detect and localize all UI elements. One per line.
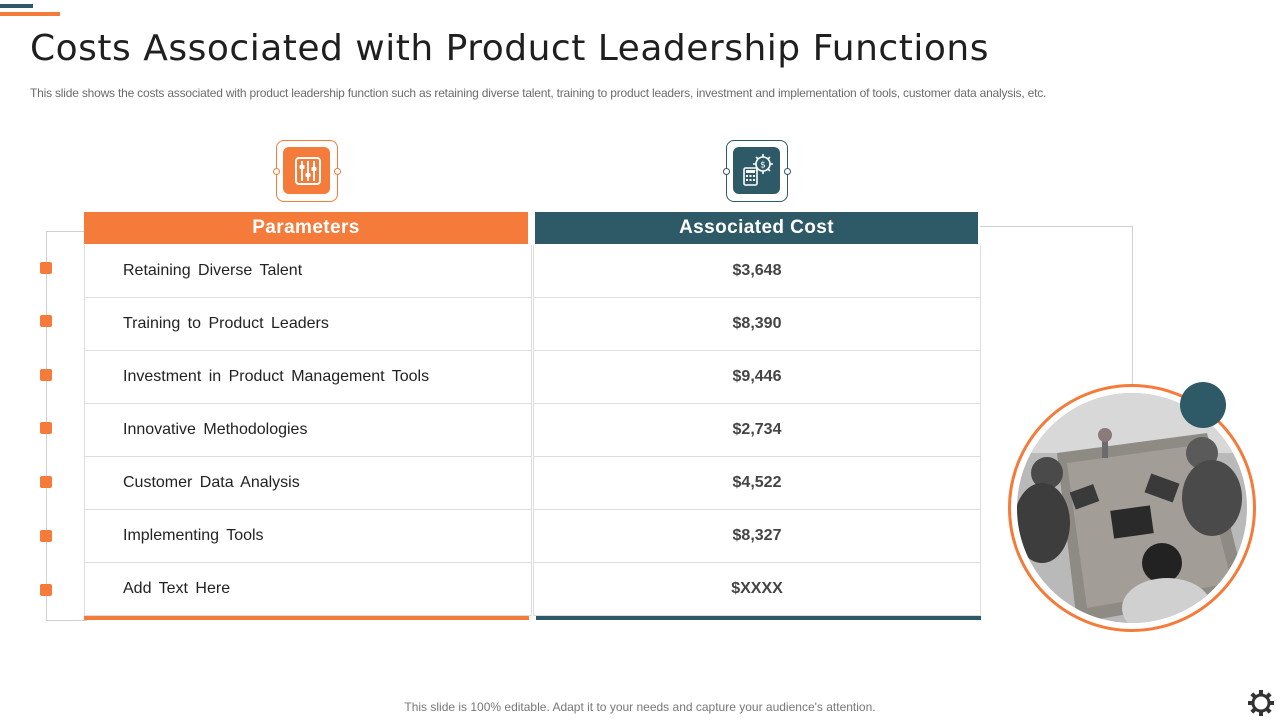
table-row-parameter: Innovative Methodologies [84, 404, 532, 457]
sliders-icon [295, 157, 321, 185]
row-bullet [40, 315, 52, 327]
table-row-cost: $9,446 [533, 351, 981, 404]
table-row-parameter: Customer Data Analysis [84, 457, 532, 510]
team-photo-frame [1008, 384, 1256, 632]
cost-cell: $9,446 [732, 368, 782, 385]
table-frame-left [46, 231, 87, 621]
row-bullet [40, 422, 52, 434]
gear-icon[interactable] [1246, 688, 1276, 718]
parameter-cell: Customer Data Analysis [123, 474, 300, 491]
row-bullet [40, 369, 52, 381]
table-row-parameter: Implementing Tools [84, 510, 532, 563]
row-bullet [40, 584, 52, 596]
cost-icon-box: $ [723, 140, 791, 202]
decorative-teal-circle [1180, 382, 1226, 428]
corner-accent-teal [0, 4, 33, 8]
parameters-icon-box [273, 140, 341, 202]
parameters-header: Parameters [84, 212, 528, 244]
table-row-parameter: Add Text Here [84, 563, 532, 616]
table-row-cost: $4,522 [533, 457, 981, 510]
table-row-cost: $8,390 [533, 298, 981, 351]
cost-cell: $4,522 [732, 474, 782, 491]
parameter-cell: Training to Product Leaders [123, 315, 329, 332]
team-meeting-photo [1017, 393, 1247, 623]
associated-cost-header: Associated Cost [535, 212, 978, 244]
row-bullet [40, 530, 52, 542]
slide-footer: This slide is 100% editable. Adapt it to… [404, 700, 876, 714]
parameter-cell: Implementing Tools [123, 527, 264, 544]
table-row-cost: $2,734 [533, 404, 981, 457]
table-row-cost: $XXXX [533, 563, 981, 616]
cost-cell: $XXXX [731, 580, 783, 597]
row-bullet [40, 262, 52, 274]
row-bullet [40, 476, 52, 488]
parameter-cell: Add Text Here [123, 580, 231, 597]
parameter-cell: Retaining Diverse Talent [123, 262, 303, 279]
slide-subtitle: This slide shows the costs associated wi… [30, 86, 1047, 100]
table-row-parameter: Retaining Diverse Talent [84, 245, 532, 298]
corner-accent-orange [0, 12, 60, 16]
svg-text:$: $ [760, 161, 766, 171]
cost-cell: $8,327 [732, 527, 782, 544]
calculator-gear-dollar-icon: $ [743, 154, 773, 186]
cost-cell: $8,390 [732, 315, 782, 332]
cost-cell: $2,734 [732, 421, 782, 438]
table-row-cost: $8,327 [533, 510, 981, 563]
cost-bottom-bar [536, 616, 981, 620]
parameters-bottom-bar [84, 616, 529, 620]
parameter-cell: Investment in Product Management Tools [123, 368, 430, 385]
cost-cell: $3,648 [732, 262, 782, 279]
parameter-cell: Innovative Methodologies [123, 421, 308, 438]
slide-title: Costs Associated with Product Leadership… [30, 28, 989, 69]
table-frame-right [980, 226, 1133, 387]
table-row-parameter: Training to Product Leaders [84, 298, 532, 351]
table-row-cost: $3,648 [533, 245, 981, 298]
table-row-parameter: Investment in Product Management Tools [84, 351, 532, 404]
